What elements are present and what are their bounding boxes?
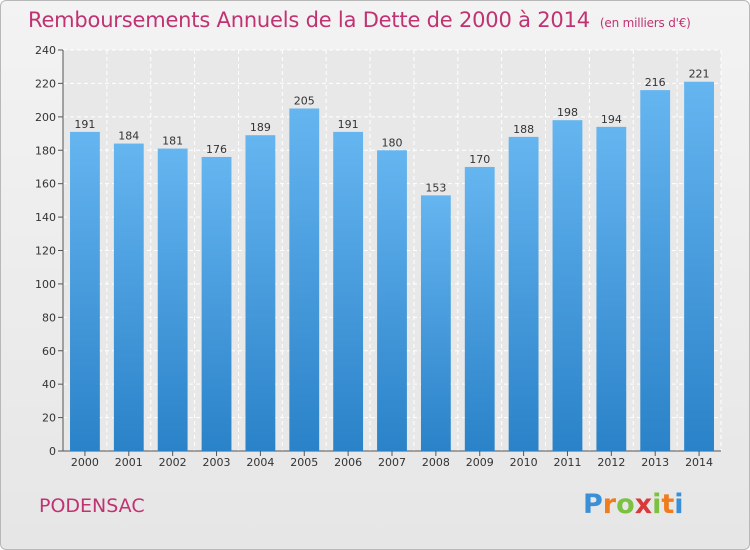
x-tick-label: 2006 — [334, 456, 362, 469]
value-label: 191 — [338, 118, 359, 131]
bar — [640, 90, 671, 451]
bar — [70, 131, 100, 451]
x-tick-label: 2007 — [378, 456, 406, 469]
bar — [508, 136, 539, 451]
value-label: 191 — [74, 118, 95, 131]
value-label: 181 — [162, 135, 183, 148]
logo-letter: x — [634, 489, 653, 520]
bar — [464, 166, 495, 452]
x-tick-label: 2001 — [115, 456, 143, 469]
proxiti-logo: Proxiti — [583, 489, 684, 520]
chart-unit: (en milliers d'€) — [599, 16, 691, 30]
bar — [596, 126, 627, 451]
x-tick-label: 2014 — [685, 456, 713, 469]
logo-letter: i — [652, 489, 662, 520]
y-tick-label: 0 — [49, 445, 56, 458]
logo-letter: i — [674, 489, 684, 520]
value-label: 216 — [645, 76, 666, 89]
y-tick-label: 200 — [35, 111, 56, 124]
x-tick-label: 2004 — [246, 456, 274, 469]
bar — [245, 135, 276, 451]
value-label: 180 — [382, 136, 403, 149]
x-tick-label: 2010 — [510, 456, 538, 469]
value-label: 189 — [250, 121, 271, 134]
logo-letter: o — [616, 489, 635, 520]
y-tick-label: 40 — [42, 378, 56, 391]
bar — [333, 131, 364, 451]
logo-letter: P — [583, 489, 603, 520]
x-tick-label: 2009 — [466, 456, 494, 469]
chart-title-text: Remboursements Annuels de la Dette de 20… — [28, 8, 590, 32]
y-tick-label: 80 — [42, 311, 56, 324]
bar — [420, 195, 451, 451]
value-label: 176 — [206, 143, 227, 156]
y-tick-label: 20 — [42, 412, 56, 425]
bar — [552, 120, 583, 452]
y-tick-label: 180 — [35, 144, 56, 157]
bar — [684, 81, 714, 451]
x-tick-label: 2003 — [203, 456, 231, 469]
y-tick-label: 220 — [35, 77, 56, 90]
bar-layer — [70, 81, 714, 452]
logo-letter: t — [661, 489, 675, 520]
value-label: 184 — [118, 130, 139, 143]
bar — [157, 148, 188, 451]
y-tick-label: 120 — [35, 245, 56, 258]
label-layer: 191 184 181 176 189 205 191 180 153 170 188 198 194 2… — [74, 68, 709, 195]
value-label: 194 — [601, 113, 622, 126]
value-label: 170 — [469, 153, 490, 166]
x-tick-label: 2011 — [553, 456, 581, 469]
value-label: 221 — [689, 68, 710, 81]
bar — [289, 108, 320, 452]
bar — [113, 143, 144, 452]
x-tick-label: 2008 — [422, 456, 450, 469]
chart-title: Remboursements Annuels de la Dette de 20… — [28, 8, 691, 32]
y-tick-label: 160 — [35, 178, 56, 191]
bar — [201, 156, 232, 451]
y-tick-label: 140 — [35, 211, 56, 224]
y-tick-label: 100 — [35, 278, 56, 291]
commune-name: PODENSAC — [39, 495, 145, 517]
bar — [377, 150, 407, 451]
x-tick-label: 2005 — [290, 456, 318, 469]
x-tick-label: 2013 — [641, 456, 669, 469]
value-label: 205 — [294, 94, 315, 107]
x-tick-label: 2012 — [597, 456, 625, 469]
value-label: 198 — [557, 106, 578, 119]
x-tick-label: 2002 — [159, 456, 187, 469]
logo-letter: r — [602, 489, 617, 520]
value-label: 188 — [513, 123, 534, 136]
y-tick-label: 60 — [42, 345, 56, 358]
x-tick-label: 2000 — [71, 456, 99, 469]
value-label: 153 — [425, 181, 446, 194]
y-tick-label: 240 — [35, 44, 56, 57]
